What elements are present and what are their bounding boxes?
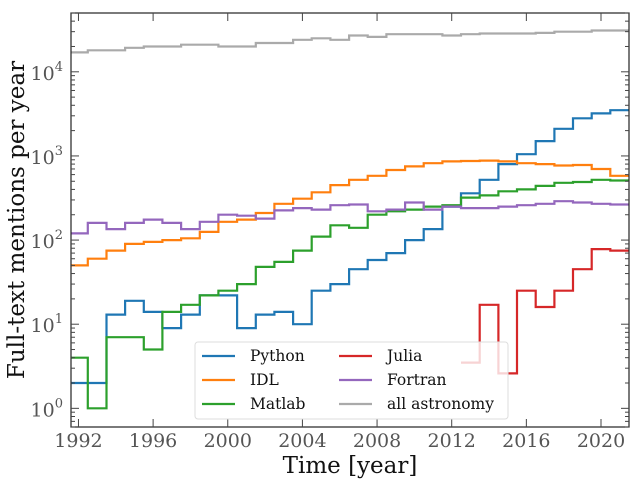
y-tick-label: 101	[31, 312, 63, 337]
y-tick-base: 10	[31, 231, 55, 253]
tick-labels-layer: 1992 1996 2000 2004 2008 2012 2016 202010010110…	[31, 60, 626, 452]
y-axis-label: Full-text mentions per year	[4, 61, 30, 379]
y-tick-base: 10	[31, 399, 55, 421]
y-tick-base: 10	[31, 147, 55, 169]
x-axis-label: Time [year]	[283, 453, 418, 479]
y-tick-exponent: 2	[55, 228, 63, 243]
legend-label-matlab: Matlab	[250, 395, 306, 413]
y-tick-label: 104	[31, 60, 63, 85]
x-tick-label: 2020	[577, 430, 625, 452]
series-line-idl	[71, 159, 629, 267]
legend-label-julia: Julia	[385, 347, 422, 365]
legend-label-fortran: Fortran	[387, 371, 447, 389]
series-line-all-astronomy	[71, 29, 629, 54]
legend-items: Python IDL Matlab Julia Fortran all astronomy	[202, 347, 494, 413]
y-tick-base: 10	[31, 63, 55, 85]
legend-label-idl: IDL	[250, 371, 279, 389]
y-tick-exponent: 1	[55, 312, 63, 327]
x-tick-label: 1996	[129, 430, 177, 452]
y-tick-label: 103	[31, 144, 63, 169]
series-layer	[71, 29, 629, 410]
ticks-layer	[71, 12, 629, 428]
y-tick-exponent: 4	[55, 60, 63, 75]
legend: Python IDL Matlab Julia Fortran all astronomy	[194, 341, 509, 420]
series-line-fortran	[71, 200, 629, 235]
x-tick-label: 2000	[204, 430, 252, 452]
series-line-python	[71, 109, 629, 385]
y-tick-exponent: 3	[55, 144, 63, 159]
y-tick-base: 10	[31, 315, 55, 337]
x-tick-label: 2004	[278, 430, 326, 452]
legend-label-all-astronomy: all astronomy	[387, 395, 494, 413]
series-line-julia	[461, 248, 629, 375]
x-tick-label: 2016	[502, 430, 550, 452]
y-tick-label: 100	[31, 396, 63, 421]
series-line-matlab	[71, 178, 629, 410]
legend-label-python: Python	[250, 347, 305, 365]
plot-frame	[70, 12, 630, 428]
y-tick-exponent: 0	[55, 396, 63, 411]
x-tick-label: 1992	[54, 430, 102, 452]
x-tick-label: 2008	[353, 430, 401, 452]
y-tick-label: 102	[31, 228, 63, 253]
x-tick-label: 2012	[428, 430, 476, 452]
